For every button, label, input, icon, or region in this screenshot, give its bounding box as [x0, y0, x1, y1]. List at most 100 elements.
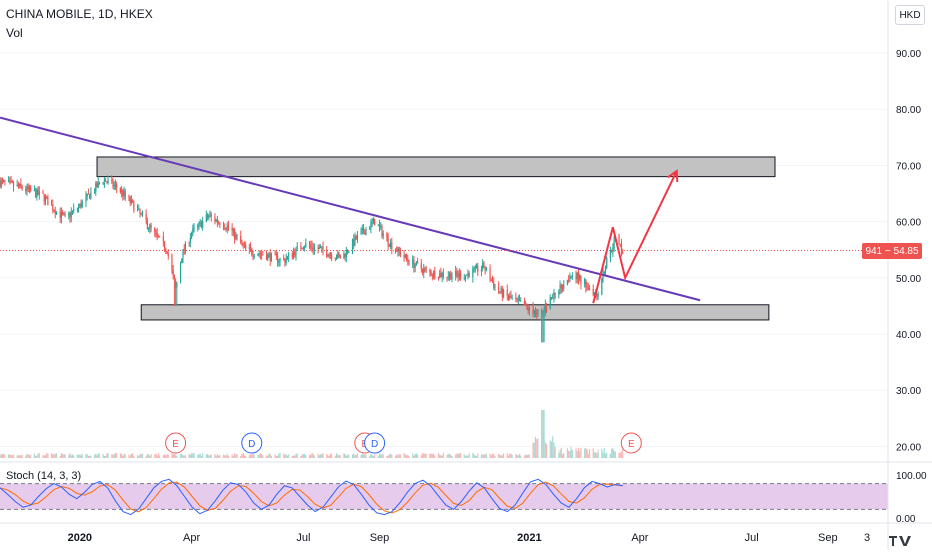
volume-bar [97, 453, 99, 458]
volume-bar [25, 455, 27, 458]
volume-bar [46, 453, 48, 458]
volume-bar [291, 455, 293, 458]
volume-bar [89, 455, 91, 458]
volume-bar [295, 453, 297, 458]
volume-bar [394, 455, 397, 458]
candle-body [335, 258, 338, 260]
volume-bar [313, 455, 316, 458]
candle-body [318, 247, 320, 250]
volume-bar [348, 454, 350, 458]
volume-bar [474, 455, 476, 458]
candle-body [440, 273, 442, 277]
candle-body [157, 235, 160, 237]
candle-body [227, 225, 230, 228]
resistance-zone [96, 156, 776, 178]
volume-bar [189, 455, 191, 458]
volume-bar [372, 455, 374, 458]
candle-body [442, 273, 444, 278]
candle-body [344, 253, 346, 258]
volume-bar [389, 453, 392, 458]
volume-bar [446, 454, 448, 458]
volume-bar [593, 452, 596, 458]
volume-bar [407, 454, 409, 458]
candle-body [103, 179, 105, 183]
volume-bar [601, 448, 603, 458]
volume-bar [498, 453, 500, 458]
candle-body [130, 199, 133, 203]
volume-bar [122, 455, 124, 458]
candle-body [189, 237, 191, 243]
candle-body [360, 230, 362, 235]
volume-bar [112, 454, 114, 458]
candle-body [179, 263, 182, 283]
candle-body [53, 210, 55, 212]
volume-bar [283, 453, 285, 458]
volume-bar [370, 453, 372, 458]
volume-bar [103, 455, 105, 458]
candle-body [123, 191, 125, 197]
volume-bar [467, 455, 469, 458]
volume-bar [459, 453, 462, 458]
candle-body [285, 259, 287, 263]
volume-bar [338, 455, 340, 458]
candle-body [571, 275, 573, 277]
volume-bar [431, 453, 433, 458]
volume-bar [552, 436, 554, 458]
candle-body [403, 255, 405, 258]
volume-bar [537, 438, 539, 458]
candle-body [25, 188, 27, 191]
volume-bar [0, 455, 1, 458]
candle-body [432, 270, 435, 276]
candle-body [328, 254, 330, 257]
candle-body [278, 261, 280, 263]
volume-bar [429, 453, 431, 458]
volume-bar [528, 454, 530, 458]
volume-bar [423, 453, 425, 458]
currency-button[interactable]: HKD [895, 5, 925, 25]
volume-bar [54, 453, 56, 458]
candle-body [553, 292, 555, 298]
candle-body [308, 243, 311, 246]
volume-bar [17, 455, 20, 458]
volume-bar [80, 455, 82, 458]
candle-body [319, 247, 322, 249]
candle-body [11, 181, 13, 183]
volume-bar [63, 454, 65, 458]
candle-body [408, 260, 410, 265]
volume-bar [506, 453, 508, 458]
candle-body [413, 259, 415, 268]
candle-body [587, 288, 589, 290]
candle-body [43, 193, 45, 202]
candle-body [146, 220, 148, 229]
candle-body [36, 189, 38, 198]
candle-body [312, 248, 314, 250]
candle-body [434, 270, 436, 278]
volume-bar [288, 454, 290, 458]
candle-body [523, 300, 526, 306]
volume-bar [413, 455, 415, 458]
candle-body [248, 247, 250, 249]
candle-body [528, 307, 530, 311]
time-axis-tick-label: 2021 [517, 532, 541, 544]
drawings [0, 116, 888, 304]
volume-bar [197, 455, 199, 458]
candle-body [507, 295, 510, 299]
candle-body [107, 179, 109, 183]
volume-bar [466, 455, 468, 458]
volume-bar [622, 449, 624, 458]
candle-body [133, 201, 135, 211]
volume-bar [604, 453, 607, 458]
candle-body [241, 242, 243, 244]
candle-body [450, 273, 452, 280]
volume-bar [560, 447, 562, 458]
candle-body [490, 279, 492, 281]
volume-bar [386, 455, 388, 458]
volume-bar [226, 453, 228, 458]
price-axis-tick-label: 60.00 [896, 218, 921, 229]
candle-body [21, 186, 23, 189]
candle-body [1, 180, 4, 182]
volume-bar [114, 453, 117, 458]
time-axis-tick-label: Sep [370, 532, 390, 544]
